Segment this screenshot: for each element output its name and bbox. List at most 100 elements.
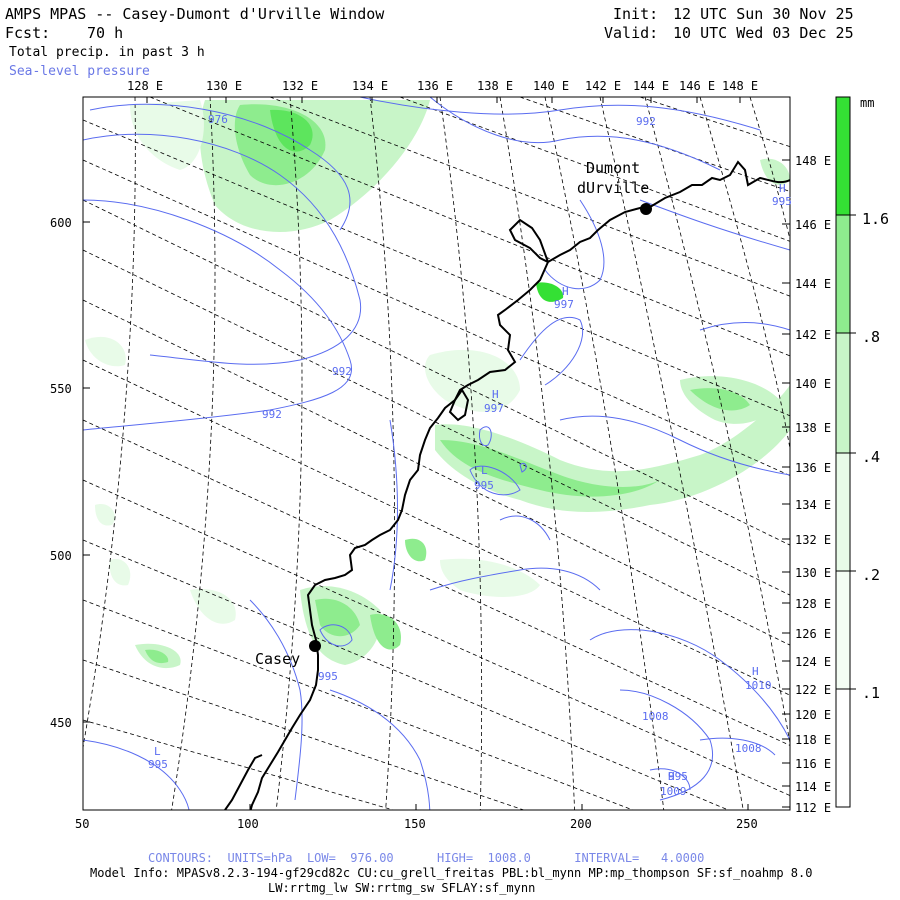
xy-axis-ticks — [82, 221, 749, 810]
legend-swatch-min — [836, 571, 850, 689]
high-center-label: H — [668, 770, 675, 783]
low-center-label: L — [481, 464, 488, 477]
legend-frame — [835, 96, 851, 808]
lon-label: 148 E — [722, 79, 758, 93]
lon-label: 138 E — [477, 79, 513, 93]
contour-label: 1008 — [735, 742, 762, 755]
legend-unit: mm — [860, 96, 874, 110]
physics-info: LW:rrtmg_lw SW:rrtmg_sw SFLAY:sf_mynn — [268, 881, 536, 895]
contour-label: 992 — [636, 115, 656, 128]
right-axis-ticks — [782, 159, 790, 808]
latlon-grid — [83, 97, 790, 810]
top-lon-labels: 128 E 130 E 132 E 134 E 136 E 138 E 140 … — [127, 79, 758, 93]
legend-swatch-mid — [836, 333, 850, 453]
contour-label: 995 — [318, 670, 338, 683]
init-label: Init: — [613, 5, 659, 23]
y-tick-label: 500 — [50, 549, 72, 563]
top-axis-ticks — [146, 97, 741, 103]
lon-label: 134 E — [795, 498, 831, 512]
map-frame — [82, 96, 791, 811]
precip-shading — [85, 100, 790, 669]
contour-label: 997 — [484, 402, 504, 415]
high-center-label: H — [492, 388, 499, 401]
x-tick-label: 200 — [570, 817, 592, 831]
casey-station-marker — [309, 640, 321, 652]
legend-swatch-max — [836, 97, 850, 215]
lon-label: 146 E — [795, 218, 831, 232]
y-tick-label: 450 — [50, 716, 72, 730]
plot-title: AMPS MPAS -- Casey-Dumont d'Urville Wind… — [5, 5, 385, 23]
y-tick-label: 600 — [50, 216, 72, 230]
lon-label: 132 E — [282, 79, 318, 93]
low-center-label: L — [154, 745, 161, 758]
dumont-label-line2: dUrville — [577, 179, 649, 197]
contour-label: 995 — [474, 479, 494, 492]
lon-label: 118 E — [795, 733, 831, 747]
legend-swatch-none — [836, 689, 850, 807]
dumont-durville-station-marker — [640, 203, 652, 215]
lon-label: 140 E — [795, 377, 831, 391]
precip-legend: mm 1.6 .8 .4 .2 .1 — [835, 96, 889, 808]
coastline — [224, 160, 790, 810]
lon-label: 142 E — [795, 328, 831, 342]
legend-level: .4 — [862, 448, 880, 466]
contour-label: 992 — [262, 408, 282, 421]
lon-label: 148 E — [795, 154, 831, 168]
contour-label: 1008 — [642, 710, 669, 723]
field-name: Total precip. in past 3 h — [9, 45, 205, 60]
x-tick-label: 150 — [404, 817, 426, 831]
fcst-value: 70 h — [87, 24, 124, 42]
valid-label: Valid: — [604, 24, 659, 42]
lon-label: 132 E — [795, 533, 831, 547]
lon-label: 142 E — [585, 79, 621, 93]
lon-label: 134 E — [352, 79, 388, 93]
pressure-centers: H H L L H H H — [154, 182, 786, 783]
contour-label: 997 — [554, 298, 574, 311]
lon-label: 128 E — [795, 597, 831, 611]
lon-label: 130 E — [206, 79, 242, 93]
contours-info: CONTOURS: UNITS=hPa LOW= 976.00 HIGH= 10… — [148, 851, 705, 865]
lon-label: 126 E — [795, 627, 831, 641]
legend-swatch-light — [836, 453, 850, 571]
lon-label: 116 E — [795, 757, 831, 771]
pressure-labels: 976 992 992 992 997 997 995 995 995 995 … — [148, 113, 792, 798]
lon-label: 144 E — [633, 79, 669, 93]
contour-label: 976 — [208, 113, 228, 126]
high-center-label: H — [752, 665, 759, 678]
fcst-label: Fcst: — [5, 24, 51, 42]
x-tick-label: 250 — [736, 817, 758, 831]
legend-level: .1 — [862, 684, 880, 702]
dumont-label-line1: Dumont — [586, 159, 640, 177]
overlay-name: Sea-level pressure — [9, 64, 150, 79]
high-center-label: H — [779, 182, 786, 195]
high-center-label: H — [562, 285, 569, 298]
right-lon-labels: 148 E 146 E 144 E 142 E 140 E 138 E 136 … — [795, 154, 831, 815]
lon-label: 128 E — [127, 79, 163, 93]
grid-axis-labels: 50 100 150 200 250 600 550 500 450 — [50, 216, 758, 831]
legend-swatch-high — [836, 215, 850, 333]
valid-value: 10 UTC Wed 03 Dec 25 — [673, 24, 854, 42]
x-tick-label: 50 — [75, 817, 89, 831]
lon-label: 136 E — [417, 79, 453, 93]
contour-label: 995 — [668, 770, 688, 783]
lon-label: 124 E — [795, 655, 831, 669]
init-value: 12 UTC Sun 30 Nov 25 — [673, 5, 854, 23]
lon-label: 112 E — [795, 801, 831, 815]
legend-level: .8 — [862, 328, 880, 346]
lon-label: 146 E — [679, 79, 715, 93]
lon-label: 130 E — [795, 566, 831, 580]
y-tick-label: 550 — [50, 382, 72, 396]
contour-label: 995 — [148, 758, 168, 771]
pressure-contours — [83, 97, 790, 810]
lon-label: 140 E — [533, 79, 569, 93]
contour-label: 992 — [332, 365, 352, 378]
contour-label: 1010 — [745, 679, 772, 692]
x-tick-label: 100 — [237, 817, 259, 831]
casey-label: Casey — [255, 650, 300, 668]
contour-label: 995 — [772, 195, 792, 208]
legend-level: 1.6 — [862, 210, 889, 228]
model-info: Model Info: MPASv8.2.3-194-gf29cd82c CU:… — [90, 866, 813, 880]
lon-label: 120 E — [795, 708, 831, 722]
contour-label: 1009 — [660, 785, 687, 798]
